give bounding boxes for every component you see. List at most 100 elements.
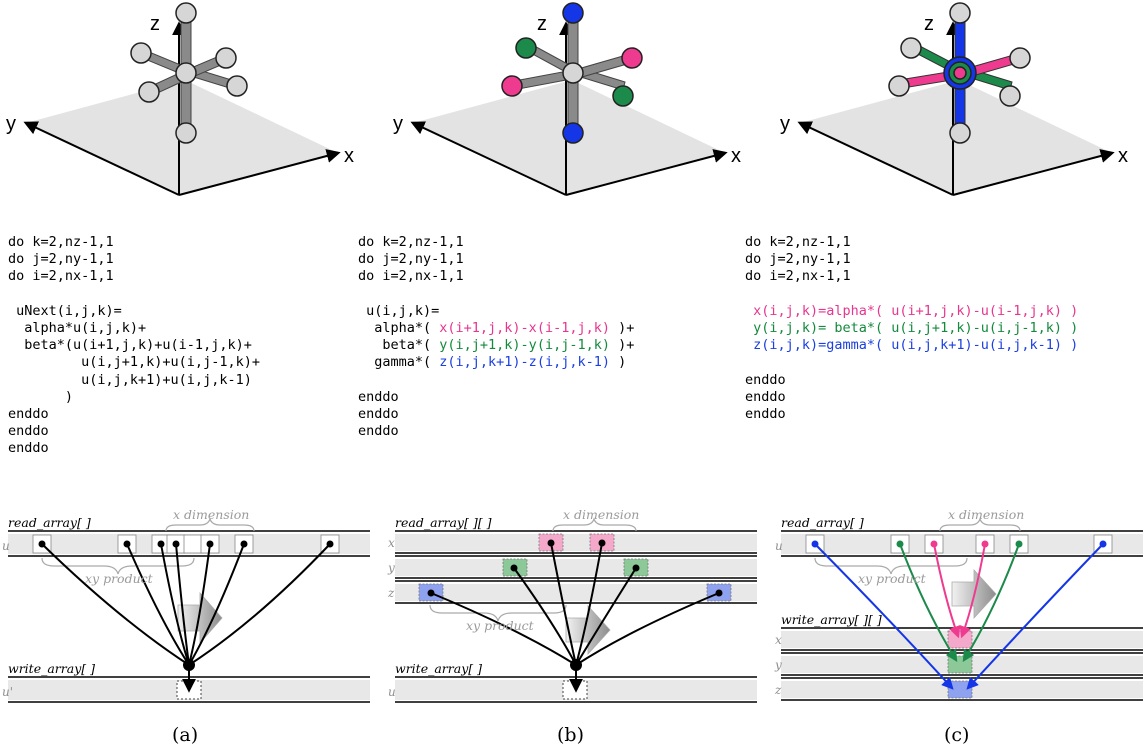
code-line: alpha*( x(i+1,j,k)-x(i-1,j,k) )+ bbox=[358, 320, 634, 337]
node-bottom bbox=[949, 122, 971, 144]
code-fragment-x: x(i+1,j,k)-x(i-1,j,k) bbox=[439, 319, 610, 336]
dependency-lines-z bbox=[814, 543, 1104, 690]
code-fragment: )+ bbox=[609, 319, 635, 336]
node-front-right bbox=[226, 75, 248, 97]
node-front-left bbox=[888, 75, 910, 97]
node-front-left bbox=[138, 81, 160, 103]
code-line: enddo bbox=[358, 423, 399, 440]
x-dimension-brace bbox=[165, 517, 255, 532]
label-xy-product: xy product bbox=[466, 618, 535, 633]
axis-label-x: x bbox=[344, 145, 354, 167]
caption-a: (a) bbox=[172, 724, 199, 746]
label-row-y: y bbox=[387, 561, 395, 575]
axis-label-z: z bbox=[924, 13, 934, 35]
label-row-z: z bbox=[774, 683, 782, 697]
stencil-nodes bbox=[501, 2, 643, 144]
node-top bbox=[175, 2, 197, 24]
code-line: enddo bbox=[745, 405, 786, 422]
label-row-x: x bbox=[775, 633, 782, 647]
code-fragment: ) bbox=[609, 354, 627, 371]
label-read-array: read_array[ ][ ] bbox=[395, 515, 492, 530]
node-bottom bbox=[175, 122, 197, 144]
code-line: do i=2,nx-1,1 bbox=[358, 268, 464, 285]
code-line: enddo bbox=[745, 371, 786, 388]
code-line: beta*(u(i+1,j,k)+u(i-1,j,k)+ bbox=[8, 337, 252, 354]
node-back-left-y bbox=[515, 37, 537, 59]
label-write-array: write_array[ ][ ] bbox=[781, 612, 882, 627]
code-line: do k=2,nz-1,1 bbox=[8, 234, 114, 250]
x-dimension-brace bbox=[552, 517, 637, 532]
code-line: enddo bbox=[358, 405, 399, 422]
label-row-y: y bbox=[774, 658, 782, 672]
code-line-blank bbox=[358, 372, 634, 389]
code-fragment: )+ bbox=[609, 337, 635, 354]
code-line: enddo bbox=[8, 405, 49, 422]
label-row-z: z bbox=[387, 586, 395, 600]
stencil-diagram-a: y x z bbox=[6, 2, 354, 196]
dependency-lines-y bbox=[899, 543, 1020, 663]
read-row-x bbox=[395, 534, 757, 551]
node-center bbox=[175, 62, 197, 84]
y-axis bbox=[797, 121, 954, 196]
code-line: do k=2,nz-1,1 bbox=[745, 234, 851, 250]
label-read-array: read_array[ ] bbox=[8, 515, 91, 530]
code-fragment-y: y(i,j+1,k)-y(i,j-1,k) bbox=[439, 337, 610, 354]
label-read-array: read_array[ ] bbox=[781, 515, 864, 530]
code-line-blank bbox=[358, 286, 634, 303]
node-bottom-z bbox=[562, 122, 584, 144]
x-axis bbox=[952, 149, 1115, 196]
code-line: u(i,j,k+1)+u(i,j,k-1) bbox=[8, 371, 252, 388]
x-axis bbox=[178, 149, 341, 196]
label-u: u bbox=[388, 685, 396, 699]
stencil-diagram-c: y x z bbox=[780, 2, 1128, 196]
stencil-nodes bbox=[130, 2, 248, 144]
read-dots bbox=[811, 540, 1107, 548]
y-axis bbox=[410, 121, 567, 196]
code-fragment: gamma*( bbox=[358, 354, 440, 371]
code-fragment-z: z(i,j,k+1)-z(i,j,k-1) bbox=[439, 354, 610, 371]
node-back-left bbox=[900, 37, 922, 59]
node-center bbox=[562, 62, 584, 84]
code-line: do j=2,ny-1,1 bbox=[8, 251, 114, 268]
x-axis bbox=[565, 149, 728, 196]
code-line: uNext(i,j,k)= bbox=[8, 302, 122, 319]
dependency-lines bbox=[430, 542, 720, 666]
code-block-c: do k=2,nz-1,1 do j=2,ny-1,1 do i=2,nx-1,1 … bbox=[745, 234, 1078, 423]
code-line: alpha*u(i,j,k)+ bbox=[8, 319, 147, 336]
memory-diagram-a: read_array[ ] x dimension xy product u w… bbox=[2, 507, 370, 703]
axis-label-z: z bbox=[537, 13, 547, 35]
code-line-blank bbox=[745, 354, 1078, 371]
code-block-b: do k=2,nz-1,1 do j=2,ny-1,1 do i=2,nx-1,1 … bbox=[358, 234, 634, 440]
memory-diagram-c: read_array[ ] x dimension xy product u w… bbox=[774, 507, 1143, 701]
axis-label-z: z bbox=[150, 13, 160, 35]
code-fragment: alpha*( bbox=[358, 319, 440, 336]
code-line: u(i,j,k)= bbox=[358, 302, 440, 319]
label-x-dimension: x dimension bbox=[173, 507, 249, 522]
code-line: gamma*( z(i,j,k+1)-z(i,j,k-1) ) bbox=[358, 354, 634, 371]
dependency-lines-x bbox=[933, 543, 986, 639]
label-xy-product: xy product bbox=[858, 571, 927, 586]
caption-c: (c) bbox=[944, 724, 970, 746]
code-line-blank bbox=[8, 286, 260, 303]
read-dots bbox=[427, 539, 723, 597]
dependency-lines bbox=[41, 543, 331, 666]
node-front-right-y bbox=[612, 85, 634, 107]
code-line: enddo bbox=[8, 423, 49, 440]
node-back-right bbox=[1009, 47, 1031, 69]
axis-label-x: x bbox=[731, 145, 741, 167]
node-back-left bbox=[130, 42, 152, 64]
code-line: u(i,j+1,k)+u(i,j-1,k)+ bbox=[8, 354, 260, 371]
code-line: do i=2,nx-1,1 bbox=[8, 268, 114, 285]
caption-b: (b) bbox=[557, 724, 584, 746]
code-line-z: z(i,j,k)=gamma*( u(i,j,k+1)-u(i,j,k-1) ) bbox=[745, 337, 1079, 354]
code-line: do j=2,ny-1,1 bbox=[358, 251, 464, 268]
stencil-diagram-b: y x z bbox=[393, 2, 741, 196]
label-u-prime: u' bbox=[2, 685, 13, 699]
read-array-band bbox=[781, 534, 1143, 554]
label-u: u bbox=[775, 539, 783, 553]
node-front-right bbox=[999, 85, 1021, 107]
code-line: do j=2,ny-1,1 bbox=[745, 251, 851, 268]
code-line: do k=2,nz-1,1 bbox=[358, 234, 464, 250]
label-xy-product: xy product bbox=[85, 571, 154, 586]
